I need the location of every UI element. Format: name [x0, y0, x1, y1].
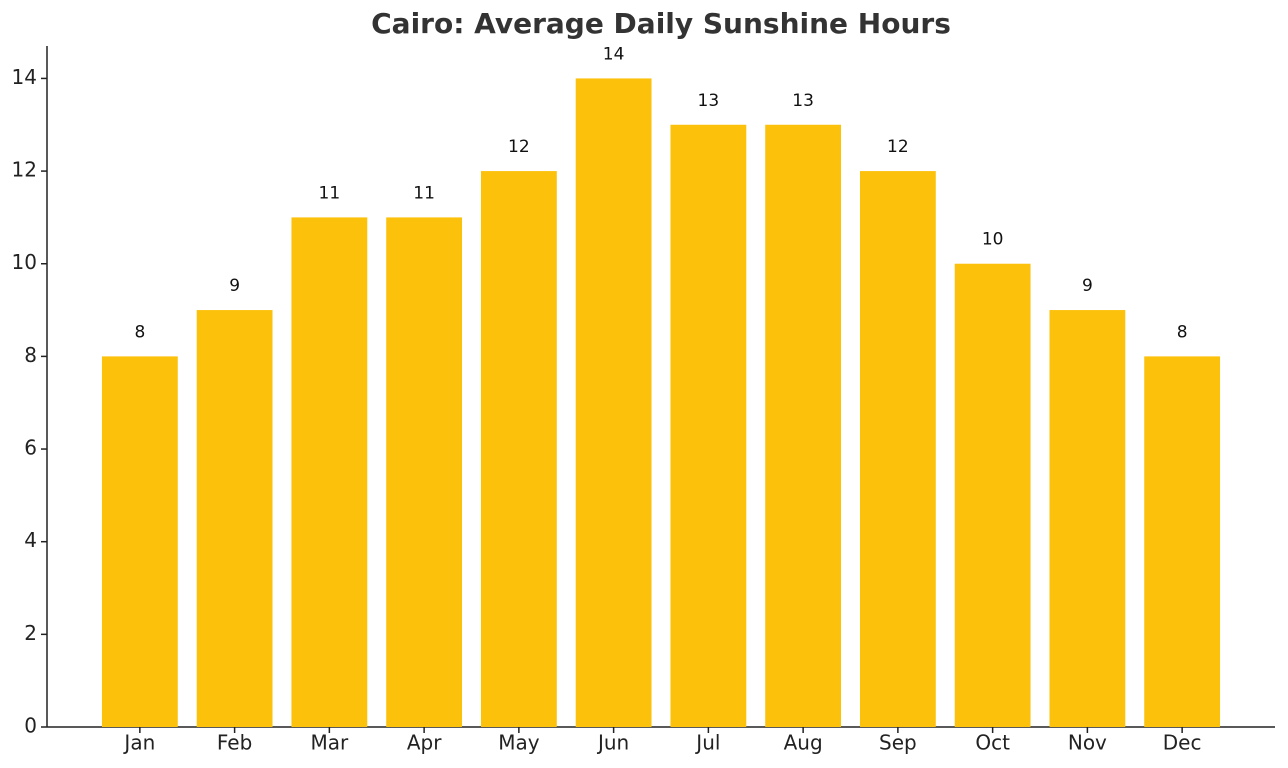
y-tick-label: 6: [24, 436, 37, 460]
value-label: 11: [413, 183, 435, 203]
bar: [1049, 310, 1126, 727]
x-tick-label: Jul: [694, 731, 720, 755]
x-tick-label: Feb: [217, 731, 252, 755]
bar: [196, 310, 273, 727]
bar: [859, 171, 936, 727]
value-label: 10: [982, 230, 1004, 250]
bar: [765, 124, 842, 727]
y-tick-label: 4: [24, 528, 37, 552]
value-label: 12: [508, 137, 530, 157]
value-label: 9: [229, 276, 240, 296]
bar: [291, 217, 368, 728]
x-tick-label: Nov: [1068, 731, 1107, 755]
value-label: 13: [698, 91, 720, 111]
x-tick-label: Mar: [310, 731, 349, 755]
bar: [575, 78, 652, 727]
bar: [954, 263, 1031, 727]
value-label: 11: [319, 183, 341, 203]
x-tick-label: Sep: [879, 731, 917, 755]
x-tick-label: Apr: [407, 731, 442, 755]
bar: [670, 124, 747, 727]
bar: [101, 356, 178, 727]
x-tick-label: Jun: [596, 731, 629, 755]
y-tick-label: 14: [12, 65, 37, 89]
y-tick-label: 0: [24, 714, 37, 738]
value-label: 9: [1082, 276, 1093, 296]
value-label: 8: [134, 322, 145, 342]
bar: [1144, 356, 1221, 727]
bar: [386, 217, 463, 728]
chart-title: Cairo: Average Daily Sunshine Hours: [371, 7, 951, 40]
value-label: 13: [792, 91, 814, 111]
value-label: 8: [1177, 322, 1188, 342]
y-tick-label: 10: [12, 250, 37, 274]
x-tick-label: Dec: [1163, 731, 1202, 755]
x-tick-label: Aug: [784, 731, 823, 755]
x-tick-label: Jan: [122, 731, 155, 755]
y-tick-label: 12: [12, 158, 37, 182]
value-label: 14: [603, 44, 625, 64]
y-tick-label: 2: [24, 621, 37, 645]
y-tick-label: 8: [24, 343, 37, 367]
value-label: 12: [887, 137, 909, 157]
bar: [480, 171, 557, 727]
x-tick-label: Oct: [975, 731, 1010, 755]
x-tick-label: May: [498, 731, 540, 755]
